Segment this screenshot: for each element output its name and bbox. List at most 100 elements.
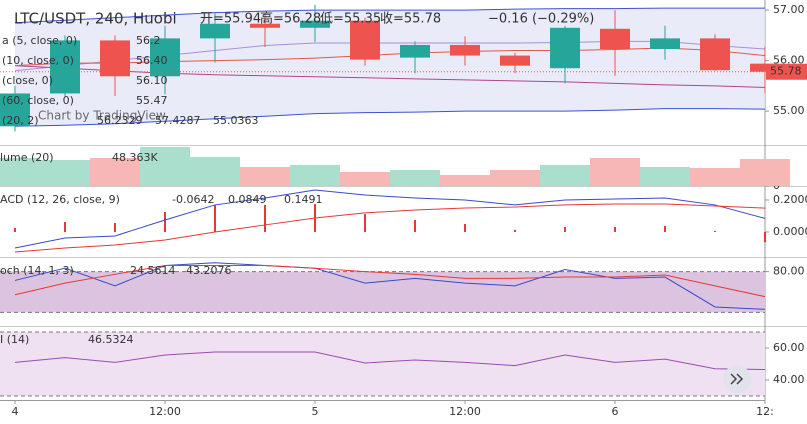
volume-bar xyxy=(740,159,790,186)
candle-body xyxy=(650,38,680,50)
indicator-value: 55.47 xyxy=(136,94,168,107)
histogram-bar xyxy=(264,204,266,232)
x-tick-label: 6 xyxy=(612,405,619,418)
ohlc-label: 收=55.78 xyxy=(380,12,441,27)
pane-title: I (14) xyxy=(0,333,29,346)
y-tick-label: 57.00 xyxy=(773,3,805,16)
histogram-bar xyxy=(114,223,116,232)
histogram-bar xyxy=(214,204,216,232)
indicator-line xyxy=(14,40,766,72)
last-price-box xyxy=(766,63,807,80)
band-fill xyxy=(0,331,765,396)
volume-bar xyxy=(190,157,240,186)
price-change: −0.16 (−0.29%) xyxy=(488,12,594,27)
candle-body xyxy=(550,27,580,69)
x-tick-label: 12:00 xyxy=(149,405,181,418)
volume-bar xyxy=(440,175,490,186)
indicator-line xyxy=(14,108,766,127)
indicator-value: 56.2 xyxy=(136,34,161,47)
last-price-label: 55.78 xyxy=(770,65,802,78)
histogram-bar xyxy=(764,231,766,243)
candle-body xyxy=(500,55,530,66)
pane-value: 24.5614 xyxy=(130,264,176,277)
y-tick-label: 60.00 xyxy=(773,341,805,354)
candle-body xyxy=(450,44,480,56)
histogram-bar xyxy=(464,223,466,232)
x-tick-label: 12: xyxy=(756,405,774,418)
candle-body xyxy=(600,28,630,50)
ohlc-label: 低=55.35 xyxy=(320,12,381,27)
y-tick-label: 0.0000 xyxy=(773,225,807,238)
pane-title: och (14, 1, 3) xyxy=(0,264,74,277)
chart-title: LTC/USDT, 240, Huobi xyxy=(14,10,177,28)
candle-body xyxy=(50,40,80,94)
y-tick-label: 80.00 xyxy=(773,265,805,278)
volume-bar xyxy=(140,147,190,186)
indicator-line xyxy=(14,47,766,67)
volume-bar xyxy=(340,172,390,186)
pane-value: 48.363K xyxy=(112,151,158,164)
indicator-label: (60, close, 0) xyxy=(2,94,74,107)
histogram-bar xyxy=(64,221,66,232)
indicator-value: 56.2329 xyxy=(97,114,143,127)
volume-bar xyxy=(40,160,90,186)
indicator-value: 57.4287 xyxy=(155,114,201,127)
indicator-label: (10, close, 0) xyxy=(2,54,74,67)
candle-body xyxy=(400,44,430,58)
volume-bar xyxy=(690,168,740,186)
volume-bar xyxy=(540,165,590,186)
candle-body xyxy=(300,20,330,28)
histogram-bar xyxy=(164,211,166,232)
histogram-bar xyxy=(664,225,666,232)
candle-body xyxy=(250,23,280,28)
candle-body xyxy=(200,23,230,39)
indicator-line xyxy=(14,351,766,371)
volume-bar xyxy=(240,167,290,186)
indicator-line xyxy=(14,7,765,24)
y-tick-label: 55.00 xyxy=(773,104,805,117)
pane-value: 43.2076 xyxy=(186,264,232,277)
ohlc-label: 高=56.28 xyxy=(260,11,321,27)
indicator-label: (close, 0) xyxy=(2,74,53,87)
histogram-bar xyxy=(614,227,616,232)
pane-value: 0.1491 xyxy=(284,193,323,206)
candle-body xyxy=(700,38,730,71)
volume-bar xyxy=(90,158,140,186)
histogram-bar xyxy=(564,227,566,232)
volume-bar xyxy=(490,170,540,186)
pane-value: -0.0642 xyxy=(172,193,214,206)
ohlc-label: 开=55.94 xyxy=(200,12,261,27)
histogram-bar xyxy=(514,229,516,232)
x-tick-label: 12:00 xyxy=(449,405,481,418)
indicator-line xyxy=(14,262,766,310)
indicator-line xyxy=(14,189,766,249)
indicator-line xyxy=(14,65,766,88)
histogram-bar xyxy=(714,230,716,232)
candle-body xyxy=(150,38,180,77)
volume-bar xyxy=(290,165,340,186)
candle-body xyxy=(350,20,380,60)
indicator-line xyxy=(14,264,766,298)
band-fill xyxy=(0,271,765,313)
indicator-line xyxy=(14,203,766,253)
volume-bar xyxy=(0,158,40,186)
indicator-value: 56.40 xyxy=(136,54,168,67)
volume-bar xyxy=(390,170,440,186)
volume-bar xyxy=(640,167,690,186)
histogram-bar xyxy=(414,219,416,232)
histogram-bar xyxy=(14,227,16,232)
indicator-value: 56.10 xyxy=(136,74,168,87)
candle-body xyxy=(0,93,30,127)
candle-body xyxy=(100,40,130,77)
histogram-bar xyxy=(364,214,366,232)
y-tick-label: 56.00 xyxy=(773,54,805,67)
scroll-icon xyxy=(730,373,744,385)
pane-value: 46.5324 xyxy=(88,333,134,346)
pane-title: ACD (12, 26, close, 9) xyxy=(0,193,120,206)
x-tick-label: 5 xyxy=(312,405,319,418)
watermark: Chart by TradingView xyxy=(38,109,166,123)
indicator-label: (20, 2) xyxy=(2,114,39,127)
pane-value: 0.0849 xyxy=(228,193,267,206)
